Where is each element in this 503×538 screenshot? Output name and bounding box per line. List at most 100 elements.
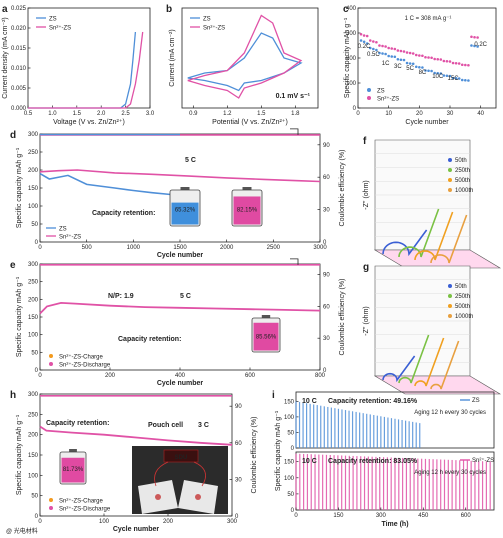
h-y2-ticklabel-2: 60 (235, 441, 242, 447)
e-battery-label: 85.56% (256, 334, 277, 340)
c-point-1-11 (393, 47, 397, 51)
c-point-1-26 (439, 58, 443, 61)
c-point-1-4 (372, 40, 375, 43)
c-point-1-38 (476, 36, 479, 39)
e-np: N/P: 1.9 (108, 293, 134, 300)
c-point-0-4 (372, 47, 375, 51)
c-point-0-26 (439, 72, 443, 75)
c-point-0-36 (470, 44, 473, 47)
c-point-0-21 (424, 69, 427, 72)
c-rate-6: 10C (432, 74, 444, 80)
d-ylabel: Specific capacity mAh g⁻¹ (16, 147, 23, 228)
h-wire-right (193, 461, 206, 487)
d-x-ticklabel-5: 2500 (267, 245, 281, 251)
c-point-0-8 (384, 52, 387, 56)
panel-letter-h: h (10, 390, 16, 401)
h-y-ticklabel-4: 200 (28, 433, 39, 439)
c-point-0-17 (411, 62, 415, 66)
c-rate-3: 3C (394, 64, 402, 70)
d-y-ticklabel-2: 100 (28, 204, 39, 210)
e-battery-cap (261, 315, 271, 318)
c-point-1-21 (424, 55, 427, 59)
i-x-ticklabel-2: 300 (376, 513, 387, 519)
g-legend-marker-1 (448, 294, 452, 298)
c-point-0-30 (451, 76, 455, 80)
d-y-ticklabel-5: 250 (28, 150, 39, 156)
h-led-board (163, 449, 199, 463)
h-y-ticklabel-6: 300 (28, 392, 39, 398)
c-point-0-14 (402, 58, 406, 62)
c-y-ticklabel-1: 100 (346, 81, 357, 87)
c-point-0-16 (408, 62, 412, 65)
c-point-0-20 (421, 66, 424, 69)
g-curve-1 (398, 334, 430, 384)
d-legend-0-text: ZS (59, 227, 67, 233)
c-y-ticklabel-4: 400 (346, 6, 357, 12)
d-x-ticklabel-6: 3000 (313, 245, 327, 251)
d-ce-arrow (290, 128, 299, 135)
b-legend-1-text: Sn²⁺-ZS (203, 25, 225, 32)
h-legend-0-marker (49, 498, 53, 502)
c-point-1-5 (375, 40, 378, 44)
c-point-0-10 (390, 55, 394, 58)
b-ylabel: Current (mA cm⁻²) (169, 29, 176, 86)
c-point-1-15 (405, 51, 409, 54)
d-series-1 (39, 169, 321, 183)
c-ylabel: Specific capacity mAh g⁻¹ (344, 17, 351, 98)
i-bottom-y-ticklabel-0: 0 (291, 508, 295, 514)
d-rate: 5 C (185, 157, 196, 164)
f-curve-3 (430, 214, 468, 264)
h-rate: 3 C (198, 422, 209, 429)
e-y-ticklabel-5: 250 (28, 280, 39, 286)
h-y-ticklabel-5: 250 (28, 412, 39, 418)
d-y2-ticklabel-0: 0 (323, 240, 327, 246)
g-legend-marker-2 (448, 304, 452, 308)
c-point-0-38 (476, 45, 479, 48)
a-y-ticklabel-3: 0.015 (11, 46, 27, 52)
h-led-text: SDU (175, 455, 188, 461)
e-rate: 5 C (180, 293, 191, 300)
e-x-ticklabel-1: 200 (105, 373, 116, 379)
f-curve-0 (382, 229, 428, 257)
c-rate-8: 0.2C (474, 42, 487, 48)
c-legend-1-text: Sn²⁺-ZS (377, 96, 399, 103)
d-x-ticklabel-2: 1000 (127, 245, 141, 251)
e-y2-ticklabel-0: 0 (323, 368, 327, 374)
i-bottom-retention: Capacity retention: 83.05% (328, 458, 418, 465)
a-frame (27, 7, 151, 109)
c-point-0-1 (362, 40, 366, 44)
c-point-1-34 (464, 63, 467, 67)
c-point-0-34 (464, 78, 467, 82)
c-point-0-27 (442, 74, 446, 77)
a-ylabel: Current density (mA cm⁻²) (2, 17, 9, 99)
e-y-ticklabel-1: 50 (31, 350, 38, 356)
e-y2label: Coulombic efficiency (%) (339, 279, 346, 356)
a-legend-1-text: Sn²⁺-ZS (49, 25, 71, 32)
h-y2-ticklabel-1: 30 (235, 477, 242, 483)
c-rate-1: 0.5C (367, 52, 380, 58)
h-battery-cap (69, 449, 77, 452)
panel-letter-i: i (272, 390, 275, 401)
c-point-0-33 (460, 78, 464, 82)
h-x-ticklabel-0: 0 (38, 519, 42, 525)
c-y-ticklabel-0: 0 (353, 106, 357, 112)
e-legend-0-marker (49, 354, 53, 358)
h-legend-0-text: Sn²⁺-ZS-Charge (59, 498, 104, 505)
c-point-0-31 (454, 76, 458, 80)
a-legend-0-text: ZS (49, 17, 57, 23)
c-y-ticklabel-3: 300 (346, 31, 357, 37)
a-y-ticklabel-4: 0.020 (11, 26, 27, 32)
f-legend-2: 500th (455, 178, 470, 184)
g-legend-marker-3 (448, 314, 452, 318)
c-point-1-27 (442, 59, 446, 63)
e-series-0 (39, 301, 321, 315)
c-x-ticklabel-4: 40 (477, 111, 484, 117)
c-point-0-29 (448, 74, 452, 78)
c-x-ticklabel-0: 0 (356, 111, 360, 117)
g-legend-1: 250th (455, 294, 470, 300)
g-ylabel: -Z'' (ohm) (363, 306, 370, 336)
d-x-ticklabel-1: 500 (82, 245, 93, 251)
e-y2-ticklabel-2: 60 (323, 304, 330, 310)
h-y2-ticklabel-0: 0 (235, 514, 239, 520)
